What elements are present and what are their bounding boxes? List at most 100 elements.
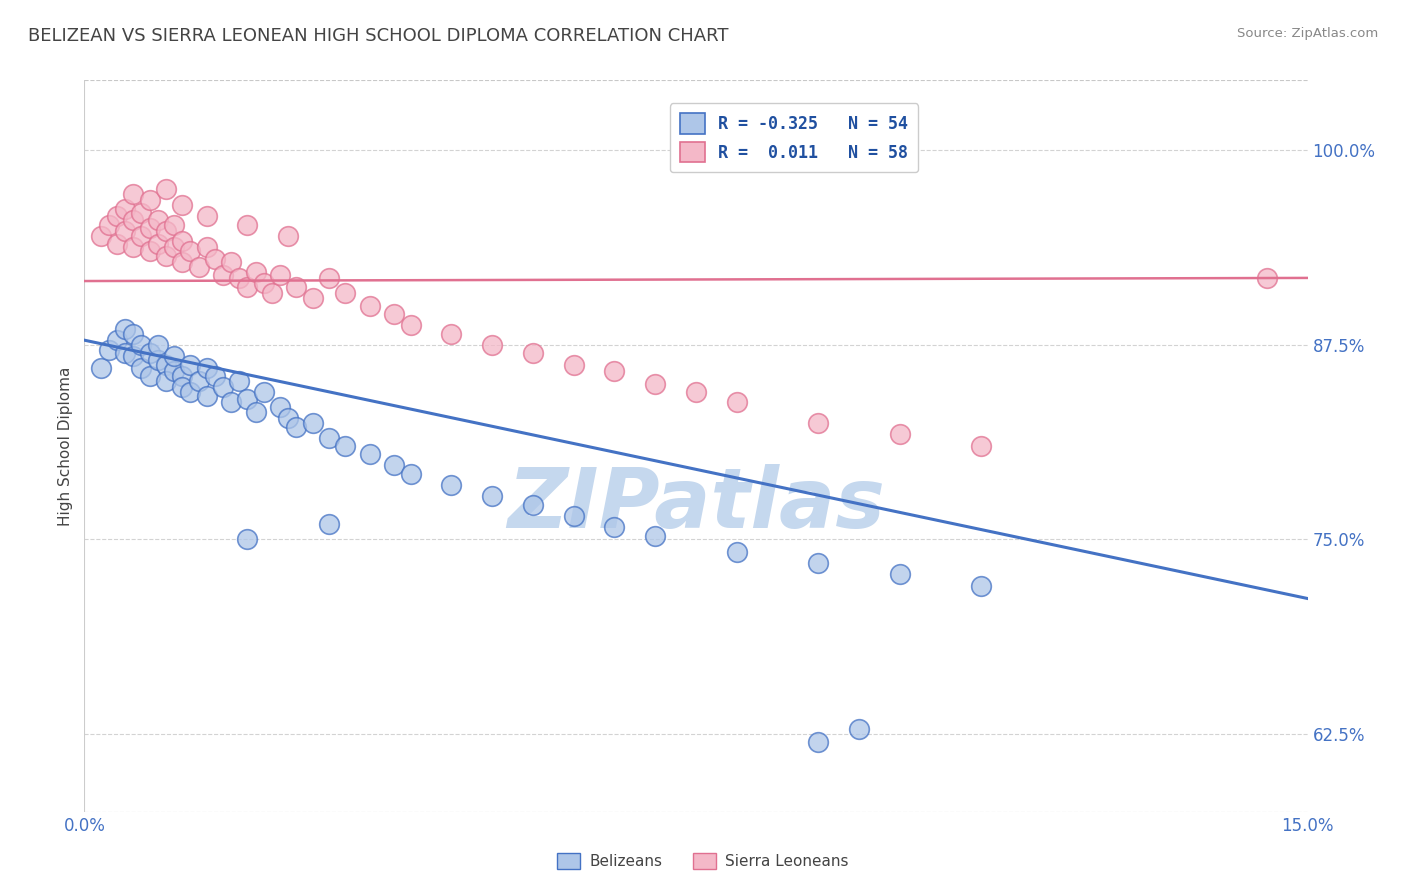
Point [105,236,128,251]
Point [172,234,194,248]
Point [204,252,226,267]
Point [122,349,145,363]
Point [131,361,153,376]
Point [195,361,218,376]
Text: BELIZEAN VS SIERRA LEONEAN HIGH SCHOOL DIPLOMA CORRELATION CHART: BELIZEAN VS SIERRA LEONEAN HIGH SCHOOL D… [28,27,728,45]
Point [522,345,544,359]
Point [138,244,160,259]
Point [138,368,160,383]
Point [172,198,194,212]
Point [269,268,291,282]
Point [562,509,585,524]
Point [228,271,250,285]
Point [318,431,340,445]
Point [644,529,666,543]
Point [131,205,153,219]
Y-axis label: High School Diploma: High School Diploma [58,367,73,525]
Point [481,489,503,503]
Point [807,556,830,570]
Point [889,426,911,441]
Point [212,380,235,394]
Point [335,286,357,301]
Point [90,361,112,376]
Point [382,307,405,321]
Point [245,265,267,279]
Point [204,368,226,383]
Point [146,236,169,251]
Point [105,209,128,223]
Point [138,193,160,207]
Point [236,392,259,407]
Point [359,447,381,461]
Point [114,202,136,217]
Point [644,376,666,391]
Point [155,224,177,238]
Point [970,439,993,453]
Point [440,326,463,341]
Point [97,218,120,232]
Point [603,364,626,378]
Point [685,384,707,399]
Point [155,358,177,372]
Point [382,458,405,472]
Point [318,516,340,531]
Point [163,364,186,378]
Point [131,228,153,243]
Point [122,240,145,254]
Point [562,358,585,372]
Point [399,467,422,481]
Point [131,338,153,352]
Point [146,353,169,368]
Point [260,286,283,301]
Point [146,338,169,352]
Point [277,228,299,243]
Point [97,343,120,357]
Point [163,218,186,232]
Point [236,280,259,294]
Point [277,411,299,425]
Point [138,345,160,359]
Point [138,221,160,235]
Point [155,249,177,263]
Point [848,723,870,737]
Text: Source: ZipAtlas.com: Source: ZipAtlas.com [1237,27,1378,40]
Point [245,405,267,419]
Point [212,268,235,282]
Point [236,218,259,232]
Point [155,374,177,388]
Point [219,395,242,409]
Point [807,734,830,748]
Point [399,318,422,332]
Point [359,299,381,313]
Point [195,209,218,223]
Point [228,374,250,388]
Point [253,276,276,290]
Point [163,349,186,363]
Point [301,416,323,430]
Point [889,566,911,581]
Point [603,520,626,534]
Legend: Belizeans, Sierra Leoneans: Belizeans, Sierra Leoneans [551,847,855,875]
Point [285,420,308,434]
Point [122,213,145,227]
Point [172,380,194,394]
Point [114,345,136,359]
Point [219,255,242,269]
Point [114,224,136,238]
Point [253,384,276,399]
Point [236,533,259,547]
Point [522,498,544,512]
Point [187,374,209,388]
Point [807,416,830,430]
Point [301,291,323,305]
Point [146,213,169,227]
Point [155,182,177,196]
Point [179,244,201,259]
Point [285,280,308,294]
Point [335,439,357,453]
Point [195,240,218,254]
Point [163,240,186,254]
Point [269,400,291,414]
Point [179,358,201,372]
Point [105,333,128,347]
